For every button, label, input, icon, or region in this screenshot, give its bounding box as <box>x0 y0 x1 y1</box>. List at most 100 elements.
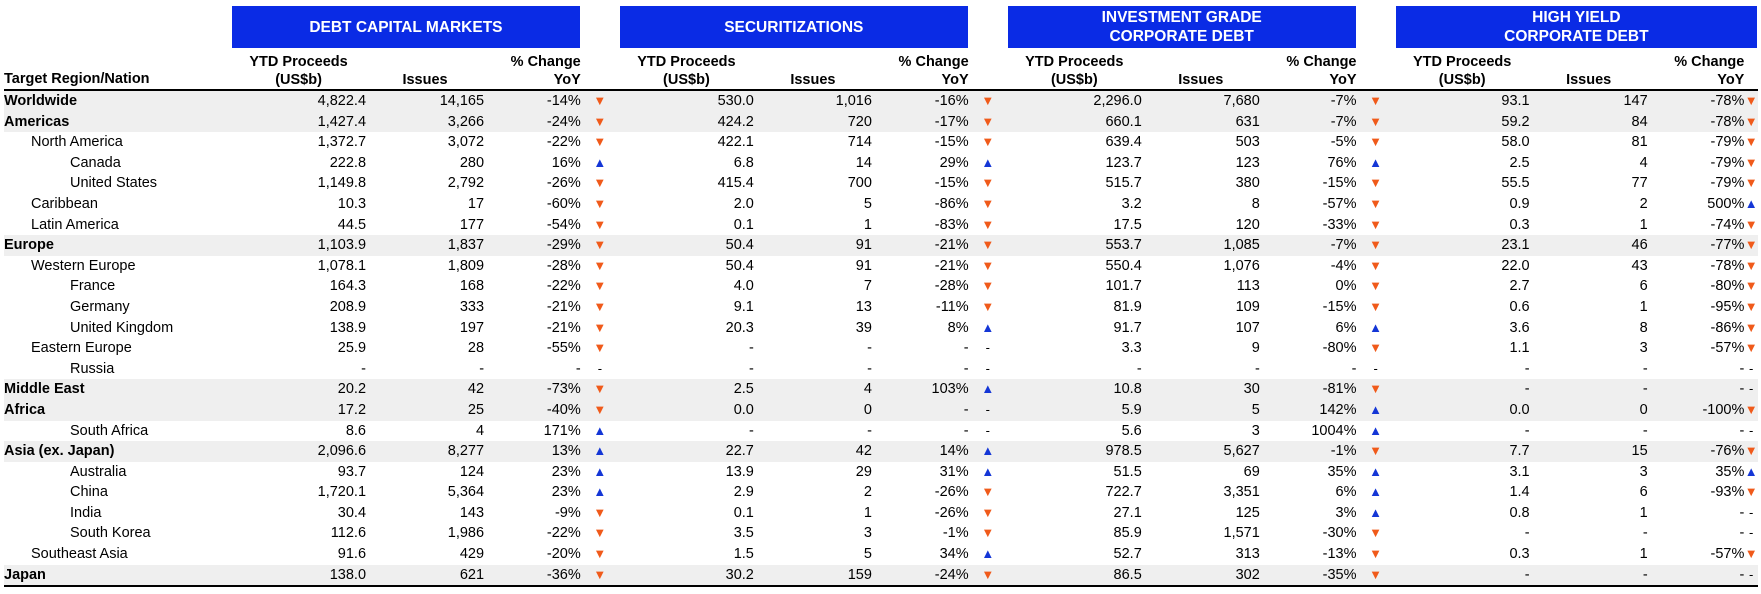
proceeds-cell: 2.5 <box>618 379 754 400</box>
proceeds-cell: 422.1 <box>717 134 754 151</box>
change-cell: -40% <box>484 399 581 421</box>
change-cell: -7% <box>1259 111 1357 133</box>
proceeds-cell: - <box>1524 525 1530 542</box>
trend-down-icon: ▼ <box>981 525 995 541</box>
proceeds-cell: 27.1 <box>1113 504 1142 521</box>
region-column-header: Target Region/Nation <box>4 71 150 87</box>
change-cell: -7% <box>1259 90 1357 112</box>
region-name: South Korea <box>70 525 151 542</box>
change-cell: 142% <box>1259 399 1357 421</box>
group-banner-dcm: DEBT CAPITAL MARKETS <box>231 0 581 48</box>
issues-header: Issues <box>1178 72 1224 88</box>
issues-cell: - <box>1642 422 1648 439</box>
issues-cell: 0 <box>1529 399 1648 421</box>
proceeds-cell: 2,096.6 <box>231 441 367 462</box>
trend-down-icon: ▼ <box>1744 278 1758 294</box>
ytd-proceeds-header: YTD Proceeds (US$b) <box>1007 48 1142 90</box>
issues-cell: 125 <box>1235 504 1260 521</box>
trend-down-icon: ▼ <box>1369 216 1383 232</box>
proceeds-cell: 25.9 <box>337 340 367 357</box>
table-row: Eastern Europe 25.9 28 -55% ▼ - - - -3.3 9 -80% ▼ 1.… <box>4 338 1758 359</box>
change-cell: 16% <box>551 154 581 171</box>
table-row: Asia (ex. Japan) 2,096.6 8,277 13% ▲ 22.7 42 14… <box>4 441 1758 462</box>
trend-up-icon: ▲ <box>593 422 607 438</box>
change-cell: 35% <box>1715 463 1745 480</box>
trend-down-icon: ▼ <box>981 175 995 191</box>
change-cell: -57% <box>1710 340 1745 357</box>
proceeds-cell: - <box>1394 564 1530 587</box>
header-line: (US$b) <box>663 72 710 88</box>
table-row: North America 1,372.7 3,072 -22% ▼ 422.1 714 -1… <box>4 132 1758 153</box>
change-cell: -4% <box>1330 257 1357 274</box>
change-cell: -7% <box>1259 235 1357 256</box>
trend-up-icon: ▲ <box>981 154 995 170</box>
issues-cell: 1,571 <box>1223 525 1260 542</box>
trend-none-icon: - <box>1744 379 1758 400</box>
change-cell: 6% <box>1335 484 1357 501</box>
ytd-proceeds-header: YTD Proceeds (US$b) <box>1395 48 1530 90</box>
change-cell: -79% <box>1710 154 1745 171</box>
proceeds-cell: 3.3 <box>1121 340 1142 357</box>
proceeds-cell: - <box>749 360 754 377</box>
proceeds-cell: 123.7 <box>1105 154 1142 171</box>
arrow-header-spacer <box>581 48 619 90</box>
group-title-line: HIGH YIELD <box>1532 9 1621 26</box>
change-cell: -26% <box>934 504 969 521</box>
change-cell: 35% <box>1327 463 1357 480</box>
change-cell: -15% <box>1322 175 1357 192</box>
issues-cell: 313 <box>1235 546 1260 563</box>
change-cell: -80% <box>1710 278 1745 295</box>
group-title: SECURITIZATIONS <box>619 6 968 48</box>
change-cell: - <box>963 360 969 377</box>
trend-down-icon: ▼ <box>1369 195 1383 211</box>
proceeds-cell: 424.2 <box>618 111 754 133</box>
trend-up-icon: ▲ <box>981 463 995 479</box>
change-cell: -20% <box>546 546 581 563</box>
issues-header: Issues <box>402 72 448 88</box>
trend-down-icon: ▼ <box>593 257 607 273</box>
table-row: Americas 1,427.4 3,266 -24% ▼ 424.2 720 -17% ▼ 66… <box>4 111 1758 133</box>
change-cell: -21% <box>546 319 581 336</box>
issues-cell: 143 <box>459 504 485 521</box>
issues-cell: 91 <box>753 235 872 256</box>
trend-down-icon: ▼ <box>1744 319 1758 335</box>
change-cell: -21% <box>546 298 581 315</box>
change-cell: -54% <box>546 216 581 233</box>
trend-down-icon: ▼ <box>580 379 619 400</box>
issues-header: Issues <box>790 72 836 88</box>
table-row: Europe 1,103.9 1,837 -29% ▼ 50.4 91 -21% ▼ 553.7 1… <box>4 235 1758 256</box>
change-cell: - <box>1647 379 1745 400</box>
proceeds-cell: 22.7 <box>618 441 754 462</box>
change-cell: - <box>871 399 969 421</box>
proceeds-cell: 1.5 <box>733 546 754 563</box>
table-row: South Africa 8.6 4 171% ▲ - - - -5.6 3 1004% ▲ - - - - <box>4 421 1758 442</box>
trend-up-icon: ▲ <box>1744 195 1758 211</box>
group-banner-row: DEBT CAPITAL MARKETS SECURITIZATIONS INV… <box>4 0 1758 48</box>
proceeds-cell: 8.6 <box>345 422 367 439</box>
table-row: Middle East 20.2 42 -73% ▼ 2.5 4 103% ▲ 10.8 30 -81… <box>4 379 1758 400</box>
header-line: % Change <box>1286 54 1357 70</box>
issues-cell: 3 <box>1639 340 1648 357</box>
change-cell: 23% <box>551 463 581 480</box>
proceeds-cell: 0.1 <box>733 504 754 521</box>
table-row: Western Europe 1,078.1 1,809 -28% ▼ 50.4 91 -21… <box>4 256 1758 277</box>
change-cell: -5% <box>1330 134 1357 151</box>
trend-down-icon: ▼ <box>593 195 607 211</box>
region-name: United Kingdom <box>70 319 174 336</box>
change-cell: -14% <box>484 90 581 112</box>
change-cell: -26% <box>934 484 969 501</box>
trend-down-icon: ▼ <box>1369 525 1383 541</box>
issues-cell: 1,986 <box>447 525 485 542</box>
trend-down-icon: ▼ <box>593 340 607 356</box>
trend-up-icon: ▲ <box>1369 463 1383 479</box>
trend-down-icon: ▼ <box>1356 111 1395 133</box>
trend-down-icon: ▼ <box>593 216 607 232</box>
trend-down-icon: ▼ <box>1744 235 1758 256</box>
issues-cell: 81 <box>1631 134 1648 151</box>
issues-cell: - <box>1642 360 1648 377</box>
issues-cell: 6 <box>1639 484 1648 501</box>
trend-none-icon: - <box>597 360 603 376</box>
issues-cell: 8 <box>1639 319 1648 336</box>
issues-cell: 3,266 <box>366 111 485 133</box>
